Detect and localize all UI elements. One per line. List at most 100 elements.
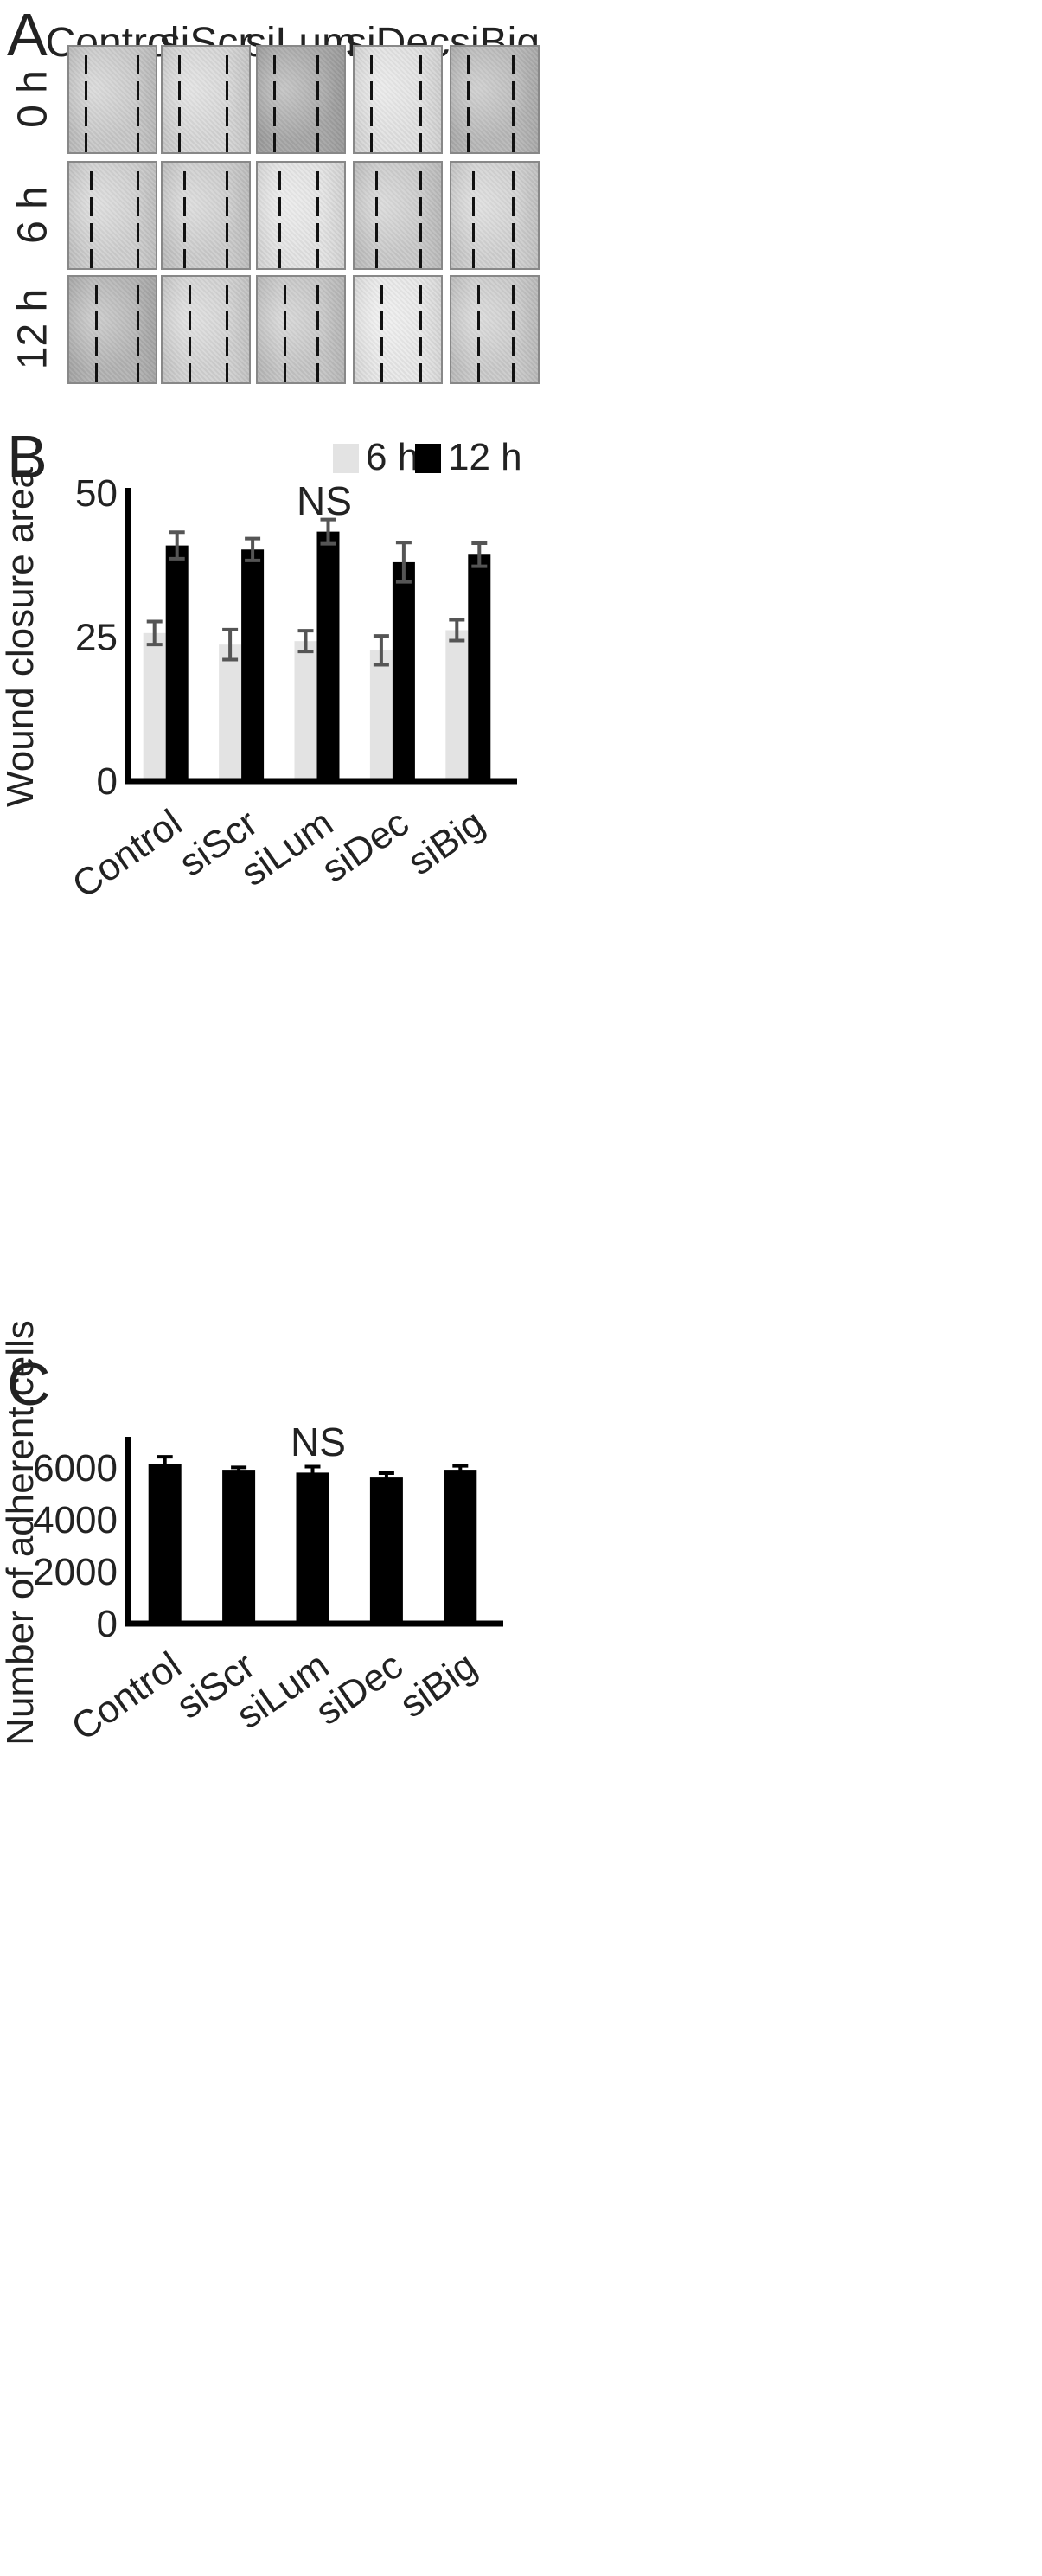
wound-edge-marker <box>316 363 319 382</box>
wound-edge-marker <box>85 133 87 152</box>
bar <box>369 1477 403 1624</box>
micrograph-image <box>450 161 540 270</box>
wound-edge-marker <box>85 107 87 126</box>
wound-edge-marker <box>226 133 228 152</box>
y-tick-label: 2000 <box>33 1551 118 1593</box>
wound-edge-marker <box>512 133 515 152</box>
adherent-cells-chart: ControlsiScrsiLumsiDecsiBig0200040006000… <box>0 1320 503 1749</box>
wound-edge-marker <box>278 197 281 216</box>
micrograph-image <box>450 275 540 384</box>
wound-edge-marker <box>512 363 515 382</box>
bar <box>444 1470 477 1624</box>
wound-edge-marker <box>512 197 515 216</box>
wound-edge-marker <box>284 285 286 304</box>
wound-edge-marker <box>278 223 281 242</box>
wound-edge-marker <box>137 311 139 330</box>
panel-label-a: A <box>7 1 48 68</box>
wound-edge-marker <box>178 55 181 74</box>
wound-edge-marker <box>512 285 515 304</box>
row-label: 12 h <box>10 288 56 370</box>
wound-edge-marker <box>273 133 276 152</box>
legend-label: 6 h <box>366 436 419 478</box>
panel-label-c: C <box>7 1350 51 1418</box>
wound-edge-marker <box>472 249 475 268</box>
wound-edge-marker <box>467 133 470 152</box>
micrograph-image <box>67 45 157 154</box>
wound-edge-marker <box>178 133 181 152</box>
wound-edge-marker <box>278 249 281 268</box>
bar <box>445 630 469 781</box>
wound-edge-marker <box>477 363 480 382</box>
y-tick-label: 0 <box>97 760 118 803</box>
wound-edge-marker <box>380 285 383 304</box>
wound-edge-marker <box>419 133 422 152</box>
wound-edge-marker <box>512 171 515 190</box>
wound-edge-marker <box>370 55 373 74</box>
wound-edge-marker <box>467 81 470 100</box>
wound-edge-marker <box>137 363 139 382</box>
wound-edge-marker <box>472 171 475 190</box>
wound-edge-marker <box>375 249 378 268</box>
significance-annotation: NS <box>291 1419 346 1464</box>
wound-edge-marker <box>419 171 422 190</box>
wound-edge-marker <box>85 81 87 100</box>
wound-edge-marker <box>226 171 228 190</box>
wound-edge-marker <box>178 107 181 126</box>
wound-edge-marker <box>95 311 98 330</box>
x-tick-label: Control <box>64 1644 189 1749</box>
legend-swatch <box>415 444 441 473</box>
wound-edge-marker <box>419 55 422 74</box>
wound-edge-marker <box>226 249 228 268</box>
wound-edge-marker <box>226 337 228 356</box>
wound-edge-marker <box>137 249 139 268</box>
y-tick-label: 6000 <box>33 1447 118 1490</box>
bar <box>316 531 340 781</box>
wound-edge-marker <box>419 337 422 356</box>
wound-edge-marker <box>137 285 139 304</box>
wound-edge-marker <box>375 197 378 216</box>
wound-edge-marker <box>226 223 228 242</box>
wound-edge-marker <box>316 55 319 74</box>
bar <box>468 554 491 781</box>
wound-edge-marker <box>137 81 139 100</box>
wound-edge-marker <box>419 81 422 100</box>
wound-edge-marker <box>90 197 93 216</box>
y-tick-label: 25 <box>75 617 118 659</box>
wound-edge-marker <box>316 223 319 242</box>
micrograph-image <box>161 45 251 154</box>
wound-edge-marker <box>419 363 422 382</box>
legend-label: 12 h <box>448 436 522 478</box>
wound-edge-marker <box>273 81 276 100</box>
wound-edge-marker <box>316 249 319 268</box>
y-axis-label: Number of adherent cells <box>0 1320 42 1746</box>
micrograph-image <box>256 161 346 270</box>
wound-edge-marker <box>278 171 281 190</box>
bar <box>294 641 317 781</box>
wound-edge-marker <box>95 285 98 304</box>
wound-edge-marker <box>380 363 383 382</box>
wound-edge-marker <box>419 197 422 216</box>
wound-edge-marker <box>316 171 319 190</box>
wound-edge-marker <box>316 337 319 356</box>
wound-edge-marker <box>472 223 475 242</box>
wound-edge-marker <box>226 55 228 74</box>
y-tick-label: 0 <box>97 1603 118 1645</box>
wound-edge-marker <box>472 197 475 216</box>
wound-edge-marker <box>183 171 186 190</box>
wound-edge-marker <box>512 107 515 126</box>
panel-label-b: B <box>7 423 48 490</box>
micrograph-image <box>67 275 157 384</box>
wound-edge-marker <box>375 171 378 190</box>
wound-edge-marker <box>178 81 181 100</box>
wound-edge-marker <box>316 197 319 216</box>
legend-swatch <box>333 444 359 473</box>
wound-edge-marker <box>90 249 93 268</box>
wound-edge-marker <box>512 81 515 100</box>
micrograph-image <box>353 45 443 154</box>
bar <box>392 561 415 781</box>
bar <box>369 650 393 781</box>
y-axis-label: Wound closure area <box>0 466 42 807</box>
wound-edge-marker <box>137 55 139 74</box>
bar <box>296 1472 329 1624</box>
micrograph-image <box>353 161 443 270</box>
